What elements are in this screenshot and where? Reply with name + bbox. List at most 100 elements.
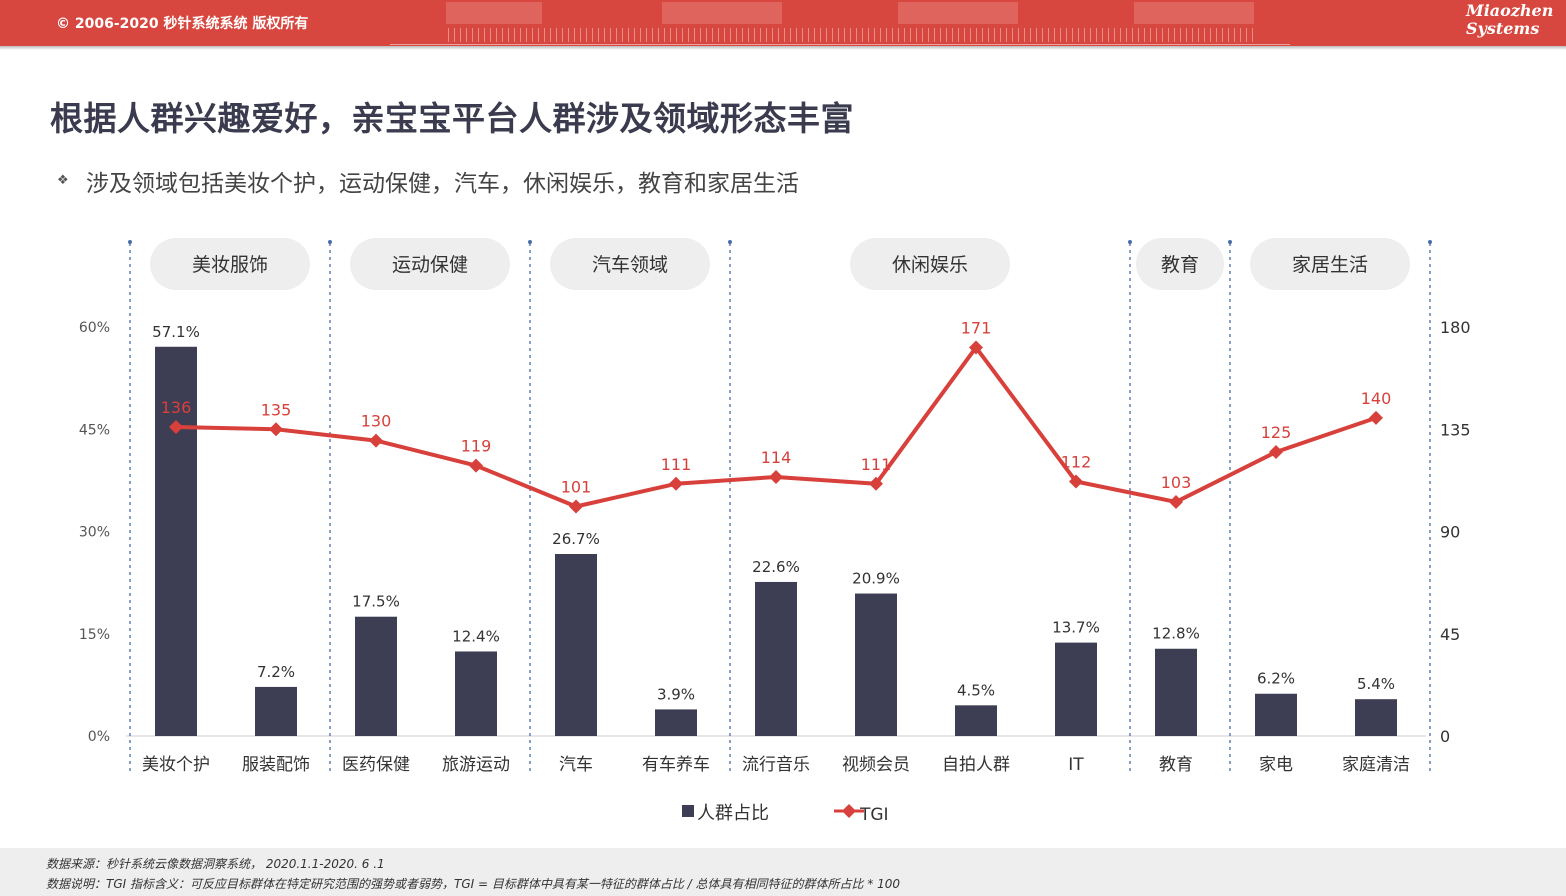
bar [1255,693,1297,736]
bar-value-label: 5.4% [1357,675,1395,693]
tgi-point [669,476,683,491]
bar [855,593,897,736]
x-tick-label: 美妆个护 [142,755,210,775]
y-left-tick-label: 15% [79,627,110,643]
tgi-value-label: 171 [961,318,992,337]
group-divider-dot [1428,240,1432,244]
copyright-text: © 2006-2020 秒针系统系统 版权所有 [56,16,309,32]
x-tick-label: 服装配饰 [242,755,310,775]
logo-line-2: Systems [1466,19,1540,38]
tgi-value-label: 130 [361,412,392,431]
diamond-bullet-icon: ❖ [57,173,69,188]
group-divider-dot [728,240,732,244]
data-definition-note: 数据说明：TGI 指标含义：可反应目标群体在特定研究范围的强势或者弱势，TGI … [46,877,901,891]
bar [1155,648,1197,736]
combo-chart: 美妆服饰 运动保健 汽车领域 休闲娱乐 教育 家居生活0%15%30%45%60%0459… [79,238,1471,825]
bar [355,616,397,736]
x-tick-label: 自拍人群 [942,755,1010,775]
tgi-value-label: 136 [161,398,192,417]
group-divider-dot [1128,240,1132,244]
group-divider-dot [1228,240,1232,244]
y-left-tick-label: 0% [88,729,110,745]
bar [155,346,197,736]
tgi-value-label: 135 [261,400,292,419]
x-tick-label: 家电 [1259,755,1293,775]
x-tick-label: 家庭清洁 [1342,755,1410,775]
header-divider [390,44,1290,45]
bar-value-label: 6.2% [1257,670,1295,688]
tgi-value-label: 125 [1261,423,1292,442]
logo-line-1: Miaozhen [1466,1,1554,20]
x-tick-label: 流行音乐 [742,755,810,775]
page-subtitle: 涉及领域包括美妆个护，运动保健，汽车，休闲娱乐，教育和家居生活 [86,171,799,197]
tgi-value-label: 111 [861,455,892,474]
bar [955,705,997,736]
x-tick-label: 有车养车 [642,755,710,775]
tgi-point [569,499,583,514]
group-pill [150,238,310,290]
y-right-tick-label: 90 [1440,523,1460,542]
bar [255,686,297,736]
tgi-point [1269,444,1283,459]
header-decoration [446,2,542,24]
group-label: 美妆服饰 [192,254,268,276]
tgi-value-label: 111 [661,455,692,474]
x-tick-label: 旅游运动 [442,755,510,775]
company-logo: Miaozhen Systems [1466,1,1554,38]
data-source-note: 数据来源：秒针系统云像数据洞察系统， 2020.1.1-2020. 6 .1 [46,857,385,871]
bar-value-label: 7.2% [257,663,295,681]
group-label: 休闲娱乐 [892,254,968,276]
tgi-value-label: 140 [1361,389,1392,408]
y-right-tick-label: 135 [1440,420,1471,439]
group-pill [850,238,1010,290]
page-title: 根据人群兴趣爱好，亲宝宝平台人群涉及领域形态丰富 [50,99,854,138]
header-decoration [898,2,1018,24]
bar-value-label: 3.9% [657,685,695,703]
tgi-point [769,469,783,484]
y-right-tick-label: 180 [1440,318,1471,337]
footer: 数据来源：秒针系统云像数据洞察系统， 2020.1.1-2020. 6 .1 数… [0,848,1566,896]
tgi-point [1369,410,1383,425]
tgi-value-label: 112 [1061,453,1092,472]
group-divider-dot [128,240,132,244]
tgi-point [269,422,283,437]
bar-value-label: 12.8% [1152,625,1200,643]
legend-line-marker [842,804,856,818]
group-label: 教育 [1161,254,1199,276]
bar [1055,642,1097,736]
x-tick-label: 汽车 [559,755,593,775]
legend-bar-swatch [682,805,694,817]
bar [555,553,597,736]
bar [455,651,497,736]
tgi-value-label: 103 [1161,473,1192,492]
group-label: 家居生活 [1292,254,1368,276]
bar-value-label: 26.7% [552,530,600,548]
bar-value-label: 22.6% [752,558,800,576]
tgi-point [969,340,983,355]
header-decoration [662,2,782,24]
group-pill [550,238,710,290]
tgi-value-label: 114 [761,448,792,467]
group-pill [1136,238,1224,290]
group-label: 运动保健 [392,254,468,276]
tgi-point [369,433,383,448]
group-label: 汽车领域 [592,254,668,276]
bar-value-label: 13.7% [1052,619,1100,637]
bar-value-label: 17.5% [352,593,400,611]
bar [755,581,797,736]
header-decoration [1134,2,1254,24]
y-left-tick-label: 45% [79,422,110,438]
x-tick-label: 视频会员 [842,755,910,775]
group-pill [350,238,510,290]
tgi-point [1169,494,1183,509]
y-right-tick-label: 45 [1440,625,1460,644]
header-shadow [0,46,1566,50]
bar-value-label: 12.4% [452,627,500,645]
y-right-tick-label: 0 [1440,727,1450,746]
y-left-tick-label: 60% [79,320,110,336]
tgi-point [869,476,883,491]
tgi-value-label: 119 [461,437,492,456]
group-divider-dot [528,240,532,244]
tgi-point [469,458,483,473]
group-divider-dot [328,240,332,244]
